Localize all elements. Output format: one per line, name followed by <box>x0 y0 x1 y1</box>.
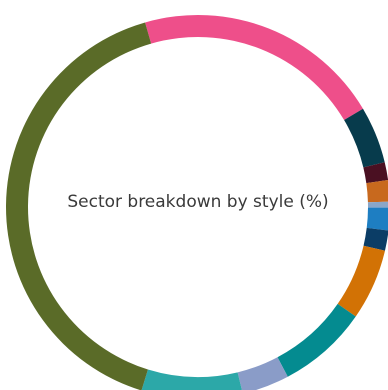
donut-slice-5 <box>367 201 388 208</box>
donut-slice-1 <box>145 14 363 121</box>
donut-slice-6 <box>366 207 388 231</box>
donut-slice-9 <box>277 303 356 377</box>
donut-slice-3 <box>363 162 388 184</box>
donut-slice-7 <box>363 227 388 251</box>
donut-slice-8 <box>337 245 385 317</box>
donut-slice-4 <box>366 180 388 203</box>
donut-slice-10 <box>237 357 288 390</box>
donut-slices <box>6 14 388 390</box>
donut-slice-12 <box>6 22 152 390</box>
chart-title: Sector breakdown by style (%) <box>67 192 328 212</box>
donut-slice-11 <box>141 369 242 390</box>
donut-slice-2 <box>344 108 385 168</box>
